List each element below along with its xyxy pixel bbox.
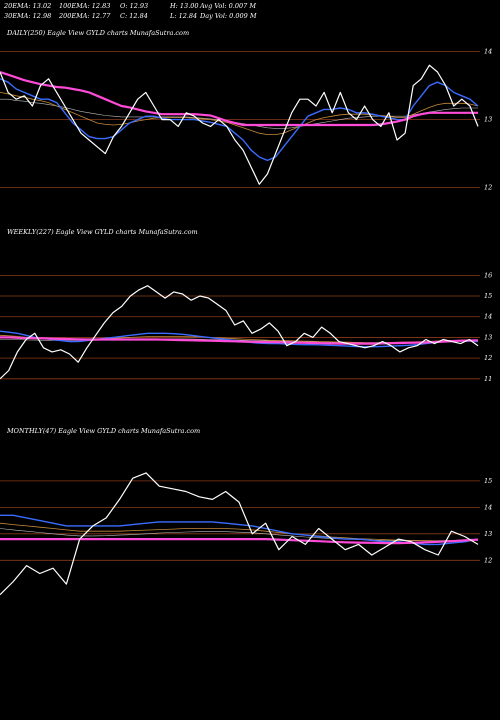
- monthly-price-line: [0, 472, 479, 596]
- stat-avg-vol: Avg Vol: 0.007 M: [200, 2, 257, 10]
- stat-day-vol: Day Vol: 0.009 M: [200, 12, 257, 20]
- weekly-price-line: [0, 285, 479, 380]
- daily-ema-long-line: [0, 70, 478, 127]
- weekly-chart: 16 15 14 13 12 11: [0, 271, 492, 383]
- daily-chart-title: DAILY(250) Eagle View GYLD charts Munafa…: [7, 29, 190, 37]
- monthly-y-tick-label: 12: [484, 556, 492, 564]
- weekly-chart-title: WEEKLY(227) Eagle View GYLD charts Munaf…: [7, 228, 198, 236]
- monthly-ema-short-line: [0, 514, 479, 546]
- monthly-ema-gray-line: [0, 528, 479, 542]
- monthly-ema-mid-line: [0, 522, 479, 542]
- stat-200ema: 200EMA: 12.77: [59, 12, 111, 20]
- daily-price-line: [0, 64, 479, 185]
- stat-100ema: 100EMA: 12.83: [59, 2, 111, 10]
- weekly-y-tick-label: 14: [484, 313, 492, 321]
- stat-open: O: 12.93: [120, 2, 149, 10]
- daily-y-tick-label: 13: [484, 116, 492, 124]
- daily-y-tick-label: 14: [484, 48, 492, 56]
- stat-close: C: 12.84: [120, 12, 148, 20]
- daily-y-tick-label: 12: [484, 184, 492, 192]
- monthly-y-tick-label: 13: [484, 530, 492, 538]
- stat-low: L: 12.84: [170, 12, 198, 20]
- daily-ema-short-line: [0, 78, 479, 162]
- stat-20ema: 20EMA: 13.02: [4, 2, 52, 10]
- monthly-chart: 15 14 13 12: [0, 472, 492, 596]
- stat-30ema: 30EMA: 12.98: [4, 12, 52, 20]
- monthly-chart-title: MONTHLY(47) Eagle View GYLD charts Munaf…: [7, 427, 201, 435]
- weekly-y-tick-label: 16: [484, 271, 492, 279]
- monthly-y-tick-label: 15: [484, 477, 492, 485]
- daily-chart: 14 13 12: [0, 48, 492, 192]
- weekly-y-tick-label: 15: [484, 292, 492, 300]
- monthly-y-tick-label: 14: [484, 503, 492, 511]
- weekly-y-tick-label: 11: [484, 375, 492, 383]
- stat-high: H: 13.00: [170, 2, 199, 10]
- weekly-y-tick-label: 12: [484, 354, 492, 362]
- weekly-ema-long-line: [0, 336, 479, 345]
- daily-ema-mid-line: [0, 92, 479, 136]
- weekly-y-tick-label: 13: [484, 333, 492, 341]
